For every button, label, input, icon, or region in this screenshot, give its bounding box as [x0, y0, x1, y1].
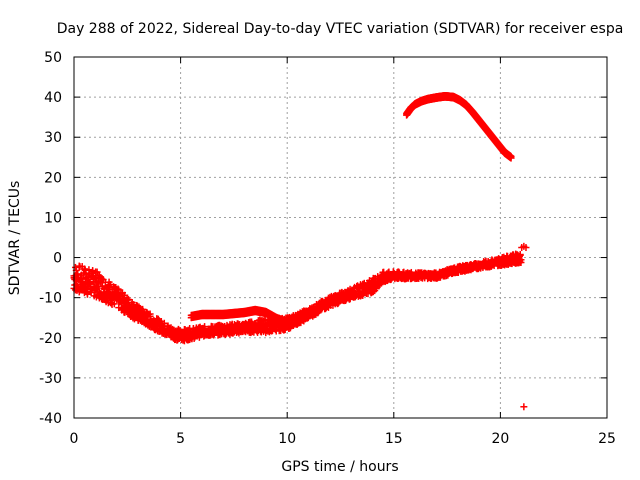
y-tick-label: -20 [39, 331, 62, 347]
data-point [522, 244, 530, 252]
y-tick-label: 10 [44, 210, 62, 226]
data-point [283, 317, 291, 325]
y-tick-label: 40 [44, 90, 62, 106]
y-tick-label: -10 [39, 291, 62, 307]
x-tick-label: 10 [278, 431, 296, 447]
data-points [70, 92, 530, 411]
y-axis-ticks: -40 -30 -20 -10 0 10 20 30 40 50 [39, 50, 607, 427]
x-axis-label: GPS time / hours [281, 459, 398, 475]
data-point [517, 256, 525, 264]
data-point [520, 403, 528, 411]
y-tick-label: 50 [44, 50, 62, 66]
grid-lines [74, 57, 607, 418]
data-point [507, 152, 515, 160]
x-axis-ticks: 0 5 10 15 20 25 [70, 57, 616, 447]
y-axis-label: SDTVAR / TECUs [7, 181, 23, 296]
data-point [83, 290, 91, 298]
plot-frame [73, 56, 608, 419]
data-point [115, 286, 123, 294]
x-tick-label: 25 [598, 431, 616, 447]
x-tick-label: 5 [176, 431, 185, 447]
y-tick-label: 20 [44, 170, 62, 186]
x-tick-label: 20 [491, 431, 509, 447]
y-tick-label: -30 [39, 371, 62, 387]
x-tick-label: 0 [70, 431, 79, 447]
y-tick-label: 0 [53, 251, 62, 267]
y-tick-label: 30 [44, 130, 62, 146]
data-point [110, 300, 118, 308]
x-tick-label: 15 [385, 431, 403, 447]
chart-title: Day 288 of 2022, Sidereal Day-to-day VTE… [57, 21, 624, 37]
y-tick-label: -40 [39, 411, 62, 427]
